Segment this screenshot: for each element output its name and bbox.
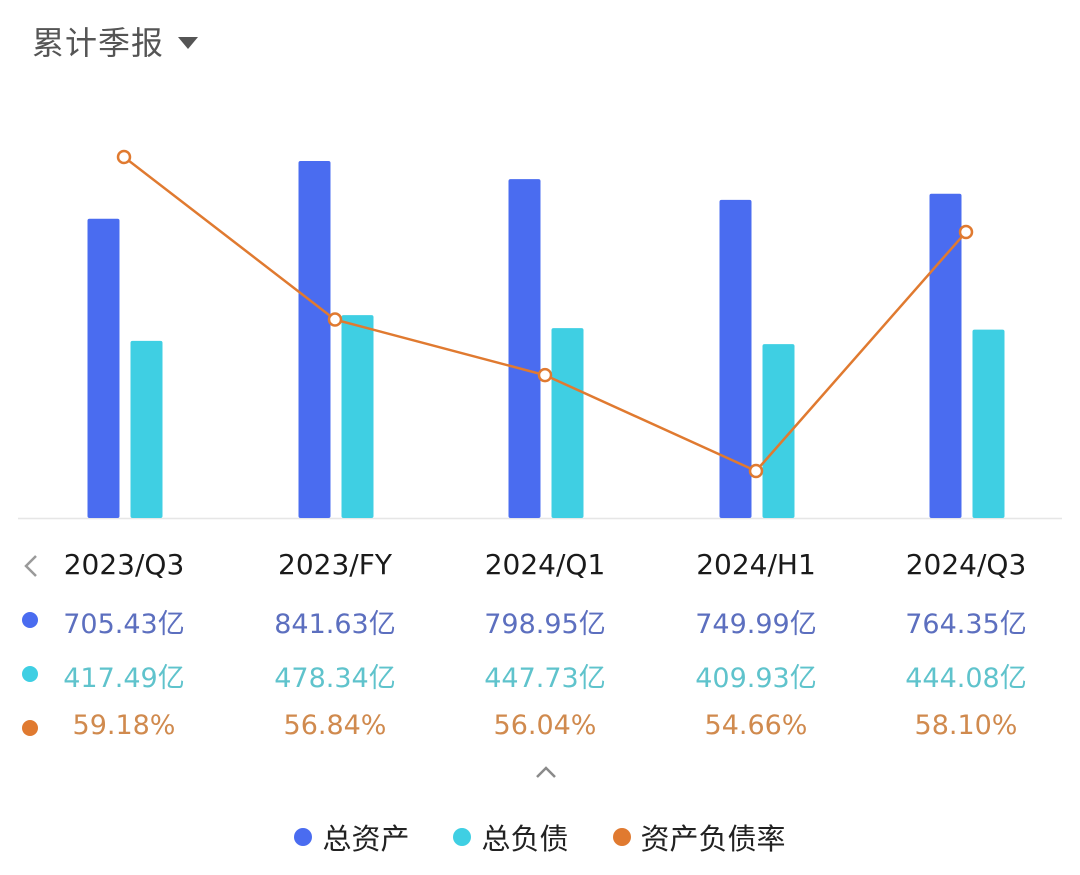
assets-value: 841.63亿 xyxy=(274,609,396,640)
assets-dot xyxy=(22,612,38,628)
ratio-row: 59.18% 56.84% 56.04% 54.66% 58.10% xyxy=(0,706,1080,756)
liabilities-value: 447.73亿 xyxy=(484,663,606,694)
ratio-value: 54.66% xyxy=(704,710,808,741)
assets-value: 749.99亿 xyxy=(695,609,817,640)
bar-total-assets xyxy=(929,193,962,518)
liabilities-value: 478.34亿 xyxy=(274,663,396,694)
ratio-value: 59.18% xyxy=(72,710,176,741)
bar-total-assets xyxy=(87,218,120,518)
ratio-point xyxy=(958,224,974,240)
legend-dot xyxy=(612,828,631,846)
category-label: 2024/Q3 xyxy=(905,548,1027,581)
chevron-up-icon[interactable] xyxy=(533,762,559,782)
liabilities-value: 409.93亿 xyxy=(695,663,817,694)
liabilities-row: 417.49亿 478.34亿 447.73亿 409.93亿 444.08亿 xyxy=(0,652,1080,702)
category-label: 2024/H1 xyxy=(696,548,816,581)
legend-item[interactable]: 资产负债率 xyxy=(612,816,786,858)
ratio-value: 56.04% xyxy=(493,710,597,741)
period-title: 累计季报 xyxy=(32,24,165,62)
category-label: 2023/Q3 xyxy=(63,548,185,581)
assets-row: 705.43亿 841.63亿 798.95亿 749.99亿 764.35亿 xyxy=(0,598,1080,648)
ratio-value: 56.84% xyxy=(283,710,387,741)
ratio-point xyxy=(537,367,553,383)
bar-total-liabilities xyxy=(130,340,163,518)
legend: 总资产 总负债 资产负债率 xyxy=(0,816,1080,858)
category-row: 2023/Q3 2023/FY 2024/Q1 2024/H1 2024/Q3 xyxy=(0,544,1080,594)
bar-total-liabilities xyxy=(972,329,1005,518)
bar-total-assets xyxy=(508,179,541,519)
legend-label: 资产负债率 xyxy=(640,822,786,856)
bar-total-assets xyxy=(298,160,331,518)
combo-chart xyxy=(18,149,1062,520)
legend-dot xyxy=(294,828,313,846)
assets-value: 764.35亿 xyxy=(905,609,1027,640)
legend-label: 总负债 xyxy=(481,822,569,856)
assets-value: 798.95亿 xyxy=(484,609,606,640)
ratio-point xyxy=(327,312,343,327)
liabilities-dot xyxy=(22,666,38,682)
ratio-point xyxy=(116,149,132,165)
ratio-value: 58.10% xyxy=(914,710,1018,741)
legend-dot xyxy=(453,828,472,846)
ratio-point xyxy=(748,463,764,479)
bar-total-assets xyxy=(719,199,752,518)
ratio-dot xyxy=(22,720,38,736)
bar-total-liabilities xyxy=(762,344,795,518)
chevron-left-icon[interactable] xyxy=(20,551,42,581)
category-label: 2024/Q1 xyxy=(484,548,606,581)
bar-total-liabilities xyxy=(341,315,374,518)
legend-item[interactable]: 总负债 xyxy=(453,816,569,858)
bar-total-liabilities xyxy=(551,328,584,518)
liabilities-value: 417.49亿 xyxy=(63,663,185,694)
legend-label: 总资产 xyxy=(322,822,410,856)
liabilities-value: 444.08亿 xyxy=(905,663,1027,694)
category-label: 2023/FY xyxy=(278,548,392,581)
legend-item[interactable]: 总资产 xyxy=(294,816,409,858)
ratio-line xyxy=(123,156,967,473)
period-selector[interactable]: 累计季报 xyxy=(32,18,199,64)
assets-value: 705.43亿 xyxy=(63,609,185,640)
caret-down-icon xyxy=(178,37,199,49)
